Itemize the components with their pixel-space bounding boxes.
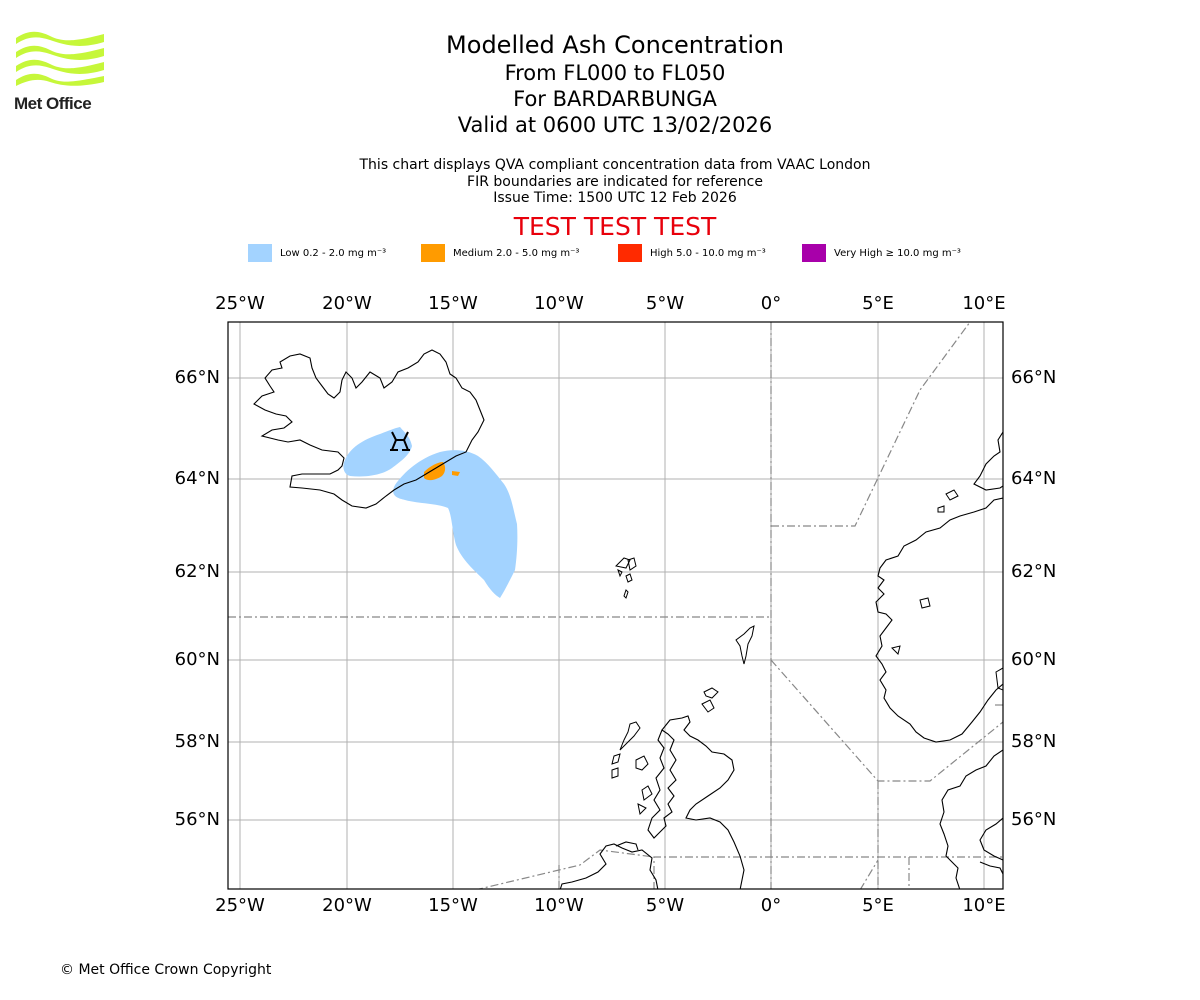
lat-label-left-64n: 64°N (174, 468, 220, 489)
skagerrak-coastline (939, 749, 1003, 889)
legend-label-very-high: Very High ≥ 10.0 mg m⁻³ (834, 247, 961, 259)
lon-label-top-20w: 20°W (322, 293, 372, 314)
map-background (228, 322, 1003, 889)
shetland-islands (735, 625, 755, 665)
lon-label-top-10e: 10°E (962, 293, 1006, 314)
ash-map (227, 321, 1004, 890)
lon-label-bottom-15w: 15°W (428, 895, 478, 916)
lat-label-left-62n: 62°N (174, 561, 220, 582)
logo-text: Met Office (14, 94, 92, 113)
chart-title: Modelled Ash Concentration (446, 31, 784, 59)
lat-label-right-62n: 62°N (1011, 561, 1057, 582)
great-britain-coastline (647, 715, 745, 889)
test-banner: TEST TEST TEST (513, 212, 717, 241)
orkney-islands (701, 687, 719, 713)
legend-swatch-very-high (802, 244, 826, 262)
met-office-logo: Met Office (14, 30, 114, 113)
iceland-coastline (253, 349, 485, 509)
valid-time: Valid at 0600 UTC 13/02/2026 (457, 113, 773, 137)
norway-coastline (875, 431, 1003, 743)
lon-label-bottom-10w: 10°W (534, 895, 584, 916)
graticule (228, 322, 1003, 889)
legend-item-medium: Medium 2.0 - 5.0 mg m⁻³ (421, 244, 579, 262)
chart-info-block: This chart displays QVA compliant concen… (0, 157, 1200, 207)
lon-label-top-25w: 25°W (215, 293, 265, 314)
legend-item-high: High 5.0 - 10.0 mg m⁻³ (618, 244, 766, 262)
lon-label-bottom-20w: 20°W (322, 895, 372, 916)
met-office-waves-icon (16, 31, 104, 86)
legend-label-high: High 5.0 - 10.0 mg m⁻³ (650, 247, 766, 259)
flight-level-range: From FL000 to FL050 (504, 61, 726, 85)
legend-swatch-high (618, 244, 642, 262)
ash-area-medium (424, 462, 460, 481)
ireland-coastline (559, 843, 659, 889)
info-line-fir: FIR boundaries are indicated for referen… (467, 173, 763, 190)
ash-area-low (343, 427, 518, 598)
northern-ireland-coastline (615, 841, 639, 851)
legend-item-low: Low 0.2 - 2.0 mg m⁻³ (248, 244, 386, 262)
lat-label-left-56n: 56°N (174, 809, 220, 830)
norway-islands (891, 489, 1003, 691)
lat-label-right-66n: 66°N (1011, 367, 1057, 388)
copyright-notice: © Met Office Crown Copyright (60, 962, 272, 978)
lon-label-bottom-5e: 5°E (862, 895, 894, 916)
volcano-icon (390, 431, 410, 451)
info-line-qva: This chart displays QVA compliant concen… (359, 157, 871, 173)
lon-label-top-5w: 5°W (645, 293, 685, 314)
lon-label-bottom-25w: 25°W (215, 895, 265, 916)
issue-time: Issue Time: 1500 UTC 12 Feb 2026 (493, 190, 737, 206)
lon-label-bottom-10e: 10°E (962, 895, 1006, 916)
lat-label-right-60n: 60°N (1011, 649, 1057, 670)
lat-label-right-58n: 58°N (1011, 731, 1057, 752)
lon-label-top-5e: 5°E (862, 293, 894, 314)
legend-swatch-low (248, 244, 272, 262)
lat-label-left-58n: 58°N (174, 731, 220, 752)
legend-item-very-high: Very High ≥ 10.0 mg m⁻³ (802, 244, 961, 262)
lon-label-bottom-5w: 5°W (645, 895, 685, 916)
lat-label-right-56n: 56°N (1011, 809, 1057, 830)
legend-swatch-medium (421, 244, 445, 262)
volcano-name: For BARDARBUNGA (513, 87, 717, 111)
legend-label-medium: Medium 2.0 - 5.0 mg m⁻³ (453, 247, 580, 259)
hebrides-islands (611, 721, 653, 816)
lon-label-bottom-0: 0° (760, 895, 782, 916)
faroe-islands (614, 557, 637, 599)
chart-title-block: Modelled Ash Concentration From FL000 to… (0, 30, 1200, 138)
fir-boundaries (228, 322, 1003, 889)
lat-label-right-64n: 64°N (1011, 468, 1057, 489)
legend-label-low: Low 0.2 - 2.0 mg m⁻³ (280, 247, 387, 259)
lon-label-top-0: 0° (760, 293, 782, 314)
lon-label-top-15w: 15°W (428, 293, 478, 314)
map-frame (227, 321, 1004, 890)
lon-label-top-10w: 10°W (534, 293, 584, 314)
lat-label-left-60n: 60°N (174, 649, 220, 670)
lat-label-left-66n: 66°N (174, 367, 220, 388)
